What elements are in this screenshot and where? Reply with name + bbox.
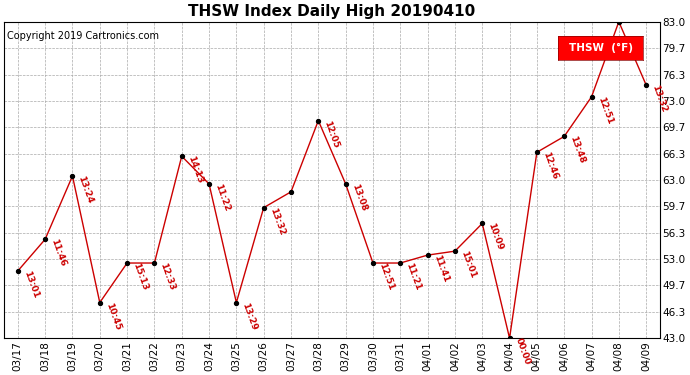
Point — [286, 189, 297, 195]
Text: 11:41: 11:41 — [432, 254, 450, 284]
Text: 11:21: 11:21 — [404, 262, 423, 292]
Point — [640, 82, 651, 88]
Text: 11:22: 11:22 — [213, 183, 231, 213]
Text: 13:01: 13:01 — [22, 270, 40, 299]
Text: 15:01: 15:01 — [459, 250, 477, 280]
Text: 13:48: 13:48 — [569, 135, 586, 165]
Title: THSW Index Daily High 20190410: THSW Index Daily High 20190410 — [188, 4, 475, 19]
Text: 12:46: 12:46 — [541, 151, 560, 181]
Text: 12:05: 12:05 — [322, 119, 341, 149]
Point — [204, 181, 215, 187]
Point — [395, 260, 406, 266]
Point — [95, 300, 106, 306]
Text: 12:51: 12:51 — [595, 96, 614, 126]
Text: 00:00: 00:00 — [514, 337, 532, 366]
Text: Copyright 2019 Cartronics.com: Copyright 2019 Cartronics.com — [8, 31, 159, 41]
Point — [449, 248, 460, 254]
Text: 10:09: 10:09 — [486, 222, 504, 252]
Text: 10:45: 10:45 — [104, 301, 122, 331]
Point — [149, 260, 160, 266]
Text: 13:32: 13:32 — [268, 206, 286, 236]
Point — [504, 335, 515, 341]
Text: 15:13: 15:13 — [131, 262, 150, 292]
Point — [67, 173, 78, 179]
Point — [531, 149, 542, 155]
Text: 12:33: 12:33 — [159, 262, 177, 292]
Text: 13:24: 13:24 — [77, 175, 95, 205]
Point — [340, 181, 351, 187]
Point — [313, 118, 324, 124]
Point — [422, 252, 433, 258]
Point — [368, 260, 379, 266]
Point — [176, 153, 187, 159]
Point — [613, 19, 624, 25]
Text: 13:08: 13:08 — [350, 183, 368, 212]
Text: 12:51: 12:51 — [377, 262, 395, 292]
Point — [477, 220, 488, 226]
Point — [258, 205, 269, 211]
Point — [121, 260, 132, 266]
Text: 13:32: 13:32 — [650, 84, 669, 114]
Text: 11:46: 11:46 — [49, 238, 68, 268]
Text: 13:29: 13:29 — [241, 301, 259, 331]
Point — [39, 236, 50, 242]
Point — [12, 268, 23, 274]
Text: 14:13: 14:13 — [186, 155, 204, 185]
Point — [559, 134, 570, 140]
Point — [586, 94, 597, 100]
Point — [231, 300, 242, 306]
